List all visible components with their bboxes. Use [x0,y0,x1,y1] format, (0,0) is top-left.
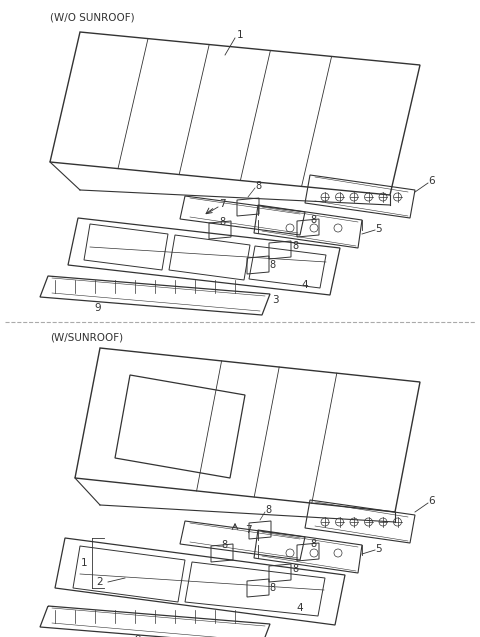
Text: (W/SUNROOF): (W/SUNROOF) [50,332,123,342]
Text: 7: 7 [245,525,252,535]
Text: 8: 8 [310,539,316,549]
Text: 8: 8 [269,583,275,593]
Text: 4: 4 [302,280,308,290]
Text: 8: 8 [269,260,275,270]
Text: 8: 8 [219,217,225,227]
Text: 8: 8 [292,564,298,574]
Text: 5: 5 [375,544,381,554]
Text: 8: 8 [292,241,298,251]
Text: 7: 7 [219,199,225,209]
Text: 1: 1 [237,30,243,40]
Text: 9: 9 [95,303,101,313]
Text: 9: 9 [135,635,141,637]
Text: (W/O SUNROOF): (W/O SUNROOF) [50,13,134,23]
Text: 6: 6 [429,176,435,186]
Text: 3: 3 [272,295,278,305]
Text: 8: 8 [310,215,316,225]
Text: 8: 8 [221,540,227,550]
Text: 5: 5 [375,224,381,234]
Text: 4: 4 [297,603,303,613]
Text: 6: 6 [429,496,435,506]
Text: 8: 8 [255,181,261,191]
Text: 2: 2 [96,577,103,587]
Text: 1: 1 [81,558,87,568]
Text: 8: 8 [265,505,271,515]
